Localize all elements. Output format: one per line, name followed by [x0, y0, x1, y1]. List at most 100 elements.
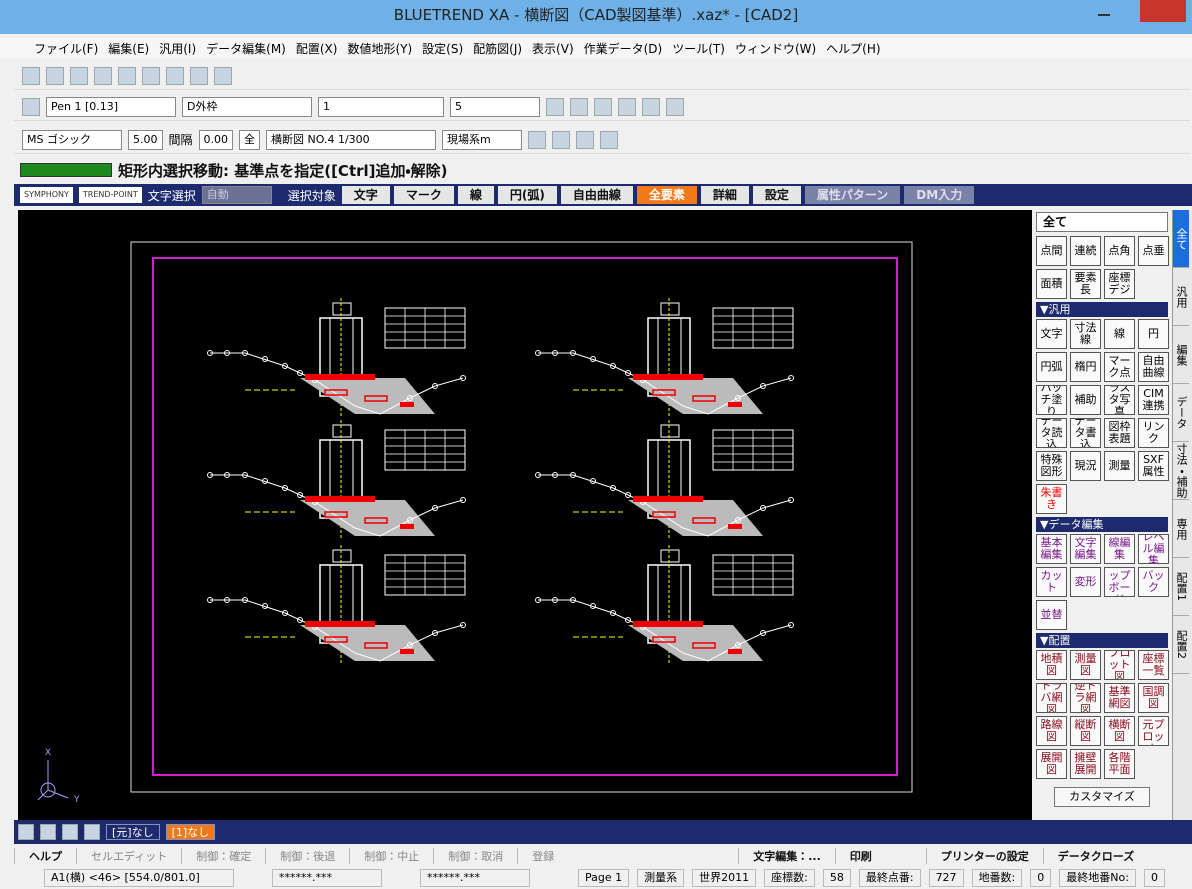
target-button[interactable]: DM入力	[904, 186, 975, 204]
command-button[interactable]: バック	[1138, 567, 1169, 597]
command-button[interactable]: 横断図	[1104, 716, 1135, 746]
help-item[interactable]: 制御：取消	[433, 848, 517, 864]
menu-item[interactable]: 配置(X)	[295, 41, 338, 56]
help-item[interactable]: 登録	[517, 848, 568, 864]
help-item[interactable]: データクローズ	[1042, 848, 1148, 864]
paste-icon[interactable]	[166, 66, 184, 85]
tool-icon[interactable]	[600, 130, 619, 149]
command-button[interactable]: CIM連携	[1138, 385, 1169, 415]
preview-icon[interactable]	[118, 66, 136, 85]
new-icon[interactable]	[22, 66, 40, 85]
command-button[interactable]: 展開図	[1036, 749, 1067, 779]
menu-item[interactable]: 配筋図(J)	[473, 41, 523, 56]
menu-item[interactable]: ヘルプ(H)	[826, 41, 881, 56]
menu-item[interactable]: 編集(E)	[108, 41, 150, 56]
command-button[interactable]: 線	[1104, 319, 1135, 349]
command-button[interactable]: 逆トラ網図	[1070, 683, 1101, 713]
command-button[interactable]: 測量	[1104, 451, 1135, 481]
menu-item[interactable]: 表示(V)	[532, 41, 574, 56]
command-button[interactable]: データ読込	[1036, 418, 1067, 448]
print-icon[interactable]	[94, 66, 112, 85]
command-button[interactable]: 図枠表題	[1104, 418, 1135, 448]
command-button[interactable]: 現況	[1070, 451, 1101, 481]
target-button[interactable]: 線	[457, 186, 494, 204]
command-button[interactable]: 3次元プロット	[1138, 716, 1169, 746]
command-button[interactable]: 特殊図形	[1036, 451, 1067, 481]
target-button[interactable]: 自由曲線	[560, 186, 633, 204]
command-button[interactable]: レベル編集	[1138, 534, 1169, 564]
target-button[interactable]: 円(弧)	[497, 186, 557, 204]
menu-item[interactable]: 設定(S)	[422, 41, 464, 56]
section-title[interactable]: ▼汎用	[1036, 302, 1168, 317]
open-icon[interactable]	[46, 66, 64, 85]
command-button[interactable]: ラスタ写真	[1104, 385, 1135, 415]
command-button[interactable]: 座標デジ	[1104, 269, 1135, 299]
target-button[interactable]: 属性パターン	[804, 186, 901, 204]
menu-item[interactable]: データ編集(M)	[206, 41, 286, 56]
command-button[interactable]: 円弧	[1036, 352, 1067, 382]
customize-button[interactable]: カスタマイズ	[1054, 787, 1150, 807]
command-button[interactable]: 連続	[1070, 236, 1101, 266]
side-tab[interactable]: 配置2	[1173, 616, 1189, 674]
menu-item[interactable]: ファイル(F)	[34, 41, 99, 56]
side-tab[interactable]: 編集	[1173, 326, 1189, 384]
command-button[interactable]: 補助	[1070, 385, 1101, 415]
font-size[interactable]: 5.00	[128, 129, 163, 150]
side-tab[interactable]: 汎用	[1173, 268, 1189, 326]
command-button[interactable]: カット	[1036, 567, 1067, 597]
spacing-input[interactable]: 0.00	[198, 129, 234, 150]
command-button[interactable]: 線編集	[1104, 534, 1135, 564]
mode-select[interactable]: 自動	[201, 186, 272, 204]
command-button[interactable]: 点角	[1104, 236, 1135, 266]
tool-icon[interactable]	[618, 97, 636, 116]
size-select[interactable]: 5	[450, 96, 540, 117]
command-button[interactable]: ハッチ塗り	[1036, 385, 1067, 415]
help-item[interactable]: 印刷	[834, 848, 886, 864]
command-button[interactable]: 路線図	[1036, 716, 1067, 746]
all-button[interactable]: 全	[239, 129, 261, 150]
close-button[interactable]	[1140, 0, 1186, 22]
pen-icon[interactable]	[22, 97, 40, 116]
help-item[interactable]: 制御：確定	[181, 848, 265, 864]
side-tab[interactable]: 全て	[1173, 210, 1189, 268]
command-button[interactable]: 国調図	[1138, 683, 1169, 713]
command-button[interactable]: 測量図	[1070, 650, 1101, 680]
help-icon[interactable]	[214, 66, 232, 85]
help-item[interactable]: 文字編集：...	[738, 848, 835, 864]
help-item[interactable]: セルエディット	[76, 848, 181, 864]
tool-icon[interactable]	[666, 97, 684, 116]
command-button[interactable]: 各階平面	[1104, 749, 1135, 779]
coord-select[interactable]: 現場系m	[442, 129, 523, 150]
command-button[interactable]: 面積	[1036, 269, 1067, 299]
command-button[interactable]: 寸法線	[1070, 319, 1101, 349]
target-button[interactable]: 設定	[752, 186, 801, 204]
tool-icon[interactable]	[546, 97, 564, 116]
command-button[interactable]: 要素長	[1070, 269, 1101, 299]
layer-select[interactable]: D外枠	[182, 96, 312, 117]
tool-icon[interactable]	[570, 97, 588, 116]
menu-item[interactable]: ツール(T)	[672, 41, 725, 56]
command-button[interactable]: トラバ網図	[1036, 683, 1067, 713]
command-button[interactable]: 擁壁展開	[1070, 749, 1101, 779]
layer-tab[interactable]: [元]なし	[106, 824, 160, 840]
command-button[interactable]: 円	[1138, 319, 1169, 349]
sheet-select[interactable]: 横断図 NO.4 1/300	[266, 129, 437, 150]
command-button[interactable]: 座標一覧	[1138, 650, 1169, 680]
command-button[interactable]: プロット図	[1104, 650, 1135, 680]
tool-icon[interactable]	[642, 97, 660, 116]
layer-icon[interactable]	[18, 824, 34, 840]
help-item[interactable]: ヘルプ	[14, 848, 76, 864]
minimize-button[interactable]	[1098, 14, 1110, 16]
layer-tab[interactable]: [1]なし	[165, 824, 216, 840]
help-item[interactable]: プリンターの設定	[925, 848, 1043, 864]
menu-item[interactable]: ウィンドウ(W)	[734, 41, 817, 56]
command-button[interactable]: SXF属性	[1138, 451, 1169, 481]
tool-icon[interactable]	[552, 130, 571, 149]
command-button[interactable]: 文字	[1036, 319, 1067, 349]
command-button[interactable]: クリップボード	[1104, 567, 1135, 597]
menu-item[interactable]: 作業データ(D)	[583, 41, 663, 56]
tool-icon[interactable]	[528, 130, 547, 149]
command-button[interactable]: 基本編集	[1036, 534, 1067, 564]
command-button[interactable]: マーク点	[1104, 352, 1135, 382]
font-select[interactable]: MS ゴシック	[22, 129, 122, 150]
